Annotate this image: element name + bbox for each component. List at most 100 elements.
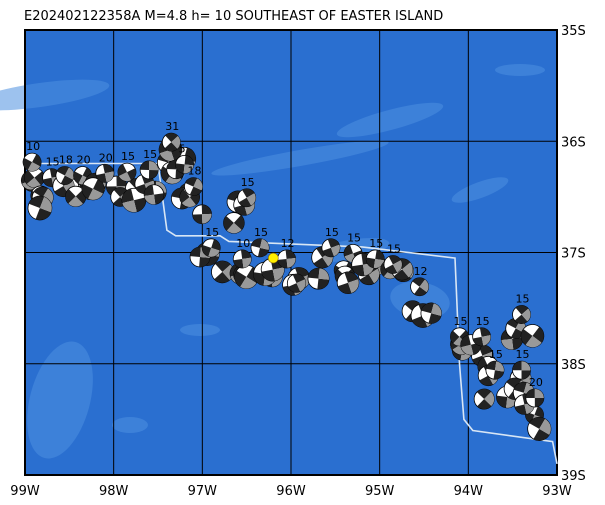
beachball-symbol — [321, 238, 341, 258]
beachball-symbol — [73, 166, 93, 185]
beachball-compression — [257, 247, 269, 257]
beachball-compression — [514, 314, 528, 324]
depth-label: 20 — [99, 151, 113, 164]
beachball-compression — [496, 395, 508, 408]
beachball-symbol — [117, 162, 137, 182]
beachball-shade — [122, 200, 137, 213]
beachball-compression — [404, 300, 420, 312]
beachball-shade — [159, 149, 175, 161]
beachball-compression — [240, 250, 252, 259]
beachball-compression — [506, 378, 522, 389]
beachball-shade — [246, 193, 256, 206]
beachball-compression — [344, 272, 359, 283]
beachball-compression — [512, 361, 522, 371]
beachball-compression — [515, 305, 529, 315]
beachball-compression — [512, 337, 523, 350]
beachball-compression — [28, 196, 45, 209]
depth-label: 15 — [205, 226, 219, 239]
beachball-compression — [277, 258, 288, 268]
beachball-compression — [190, 247, 201, 258]
beachball-shade — [68, 196, 83, 207]
beachball-compression — [60, 175, 73, 185]
beachball-compression — [493, 370, 504, 380]
beachball-shade — [431, 303, 442, 316]
beachball-symbol — [512, 360, 531, 380]
beachball-compression — [121, 188, 134, 204]
beachball-compression — [202, 245, 212, 257]
beachball-compression — [428, 313, 442, 324]
beachball-compression — [116, 176, 127, 187]
beachball-compression — [317, 278, 329, 290]
beachball-symbol — [24, 167, 45, 188]
beachball-compression — [344, 244, 354, 257]
beachball-symbol — [250, 238, 270, 258]
beachball-compression — [33, 186, 49, 198]
beachball-shade — [208, 247, 220, 257]
beachball-symbol — [527, 416, 552, 441]
beachball-compression — [351, 264, 365, 276]
beachball-compression — [477, 399, 492, 410]
map-border — [24, 29, 558, 476]
shallow-ocean-area — [180, 324, 220, 336]
beachball-shade — [330, 244, 340, 257]
depth-label: 18 — [59, 154, 73, 167]
beachball-compression — [233, 258, 244, 268]
beachball-shade — [181, 197, 196, 207]
beachball-compression — [292, 274, 305, 284]
beachball-compression — [54, 186, 69, 197]
beachball-shade — [539, 418, 551, 435]
depth-label: 15 — [143, 148, 157, 161]
beachball-symbol — [22, 152, 42, 172]
beachball-compression — [414, 286, 427, 296]
beachball-compression — [133, 197, 146, 212]
beachball-compression — [93, 178, 105, 194]
beachball-compression — [534, 406, 544, 419]
beachball-shade — [272, 267, 285, 281]
depth-label: 15 — [347, 231, 361, 244]
depth-label: 10 — [26, 140, 40, 153]
beachball-compression — [532, 326, 544, 343]
beachball-compression — [73, 171, 83, 184]
beachball-compression — [322, 247, 334, 257]
beachball-compression — [307, 268, 320, 279]
beachball-compression — [35, 208, 52, 220]
beachball-shade — [242, 257, 252, 268]
beachball-shade — [534, 389, 544, 398]
beachball-compression — [529, 417, 546, 429]
event-star — [267, 252, 279, 264]
beachball-compression — [42, 177, 54, 187]
longitude-label: 96W — [276, 484, 306, 499]
beachball-compression — [34, 171, 45, 186]
beachball-shade — [484, 391, 495, 407]
beachball-compression — [81, 183, 94, 199]
longitude-label: 97W — [188, 484, 218, 499]
beachball-compression — [285, 249, 296, 259]
beachball-compression — [175, 163, 185, 174]
latitude-label: 35S — [561, 24, 586, 39]
depth-label: 15 — [476, 315, 490, 328]
beachball-compression — [185, 177, 198, 187]
beachball-compression — [460, 334, 471, 348]
beachball-compression — [514, 404, 527, 415]
depth-label: 10 — [236, 237, 250, 250]
beachball-symbol — [143, 184, 165, 205]
depth-label: 15 — [325, 226, 339, 239]
beachball-shade — [88, 188, 103, 200]
beachball-shade — [286, 257, 296, 268]
beachball-compression — [521, 329, 533, 345]
beachball-shade — [348, 279, 359, 293]
beachball-compression — [412, 277, 425, 287]
beachball-compression — [65, 189, 76, 204]
beachball-symbol — [81, 177, 105, 201]
beachball-shade — [149, 160, 159, 171]
beachball-symbol — [27, 195, 53, 221]
beachball-symbol — [65, 185, 87, 207]
beachball-compression — [201, 204, 212, 215]
longitude-label: 93W — [542, 484, 572, 499]
beachball-compression — [251, 238, 262, 248]
beachball-compression — [238, 197, 252, 207]
latitude-label: 36S — [561, 135, 586, 150]
shallow-ocean-area — [451, 177, 509, 203]
beachball-compression — [385, 264, 398, 274]
